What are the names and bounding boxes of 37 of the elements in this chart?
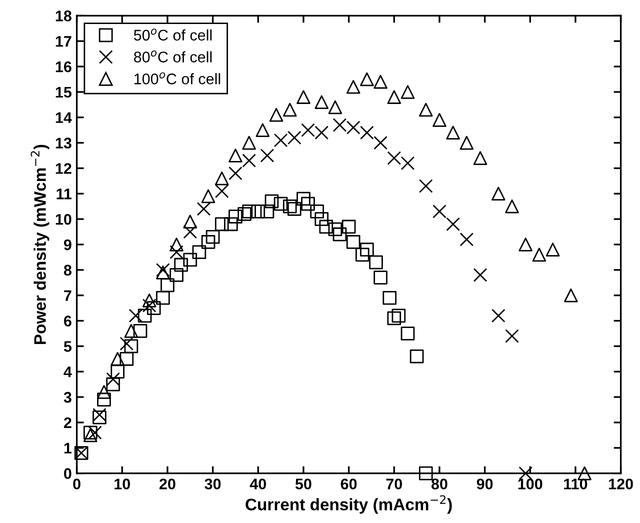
y-tick-label: 8 — [64, 264, 72, 276]
y-tick-label: 10 — [56, 214, 72, 225]
y-tick-label: 13 — [56, 138, 72, 149]
x-tick-label: 10 — [114, 478, 130, 490]
x-tick-label: 100 — [518, 478, 542, 490]
legend-label: 50$^{o}$C of cell — [134, 28, 212, 41]
legend-label: 100$^{o}$C of cell — [134, 72, 220, 84]
x-tick-label: 120 — [609, 478, 633, 490]
x-tick-label: 20 — [160, 478, 176, 490]
y-tick-label: 6 — [64, 316, 72, 326]
y-tick-label: 3 — [64, 392, 72, 403]
y-tick-label: 5 — [64, 341, 72, 352]
y-tick-label: 4 — [64, 366, 72, 378]
y-tick-label: 0 — [64, 468, 72, 479]
y-tick-label: 9 — [64, 239, 72, 250]
x-axis-title: Current density (mAcm$^{−2}$) — [246, 495, 452, 514]
x-tick-label: 50 — [295, 478, 312, 490]
y-tick-label: 14 — [56, 112, 72, 123]
x-tick-label: 90 — [476, 478, 493, 490]
x-tick-label: 110 — [564, 478, 588, 490]
y-tick-label: 12 — [56, 163, 72, 174]
legend-label: 80$^{o}$C of cell — [134, 50, 212, 62]
y-tick-label: 18 — [56, 10, 72, 22]
y-tick-label: 7 — [64, 290, 72, 301]
y-axis-title: Power density (mWcm$^{−2}$) — [30, 144, 50, 344]
x-tick-label: 70 — [386, 478, 402, 490]
x-tick-label: 40 — [250, 478, 266, 490]
y-tick-label: 16 — [56, 61, 72, 72]
y-tick-label: 1 — [64, 442, 72, 454]
x-tick-label: 30 — [204, 478, 221, 490]
x-tick-label: 80 — [431, 478, 448, 490]
x-tick-label: 0 — [73, 478, 80, 490]
x-tick-label: 60 — [340, 478, 357, 490]
y-tick-label: 15 — [56, 86, 72, 98]
y-tick-label: 2 — [64, 417, 72, 428]
y-tick-label: 11 — [56, 188, 72, 200]
y-tick-label: 17 — [56, 36, 72, 47]
